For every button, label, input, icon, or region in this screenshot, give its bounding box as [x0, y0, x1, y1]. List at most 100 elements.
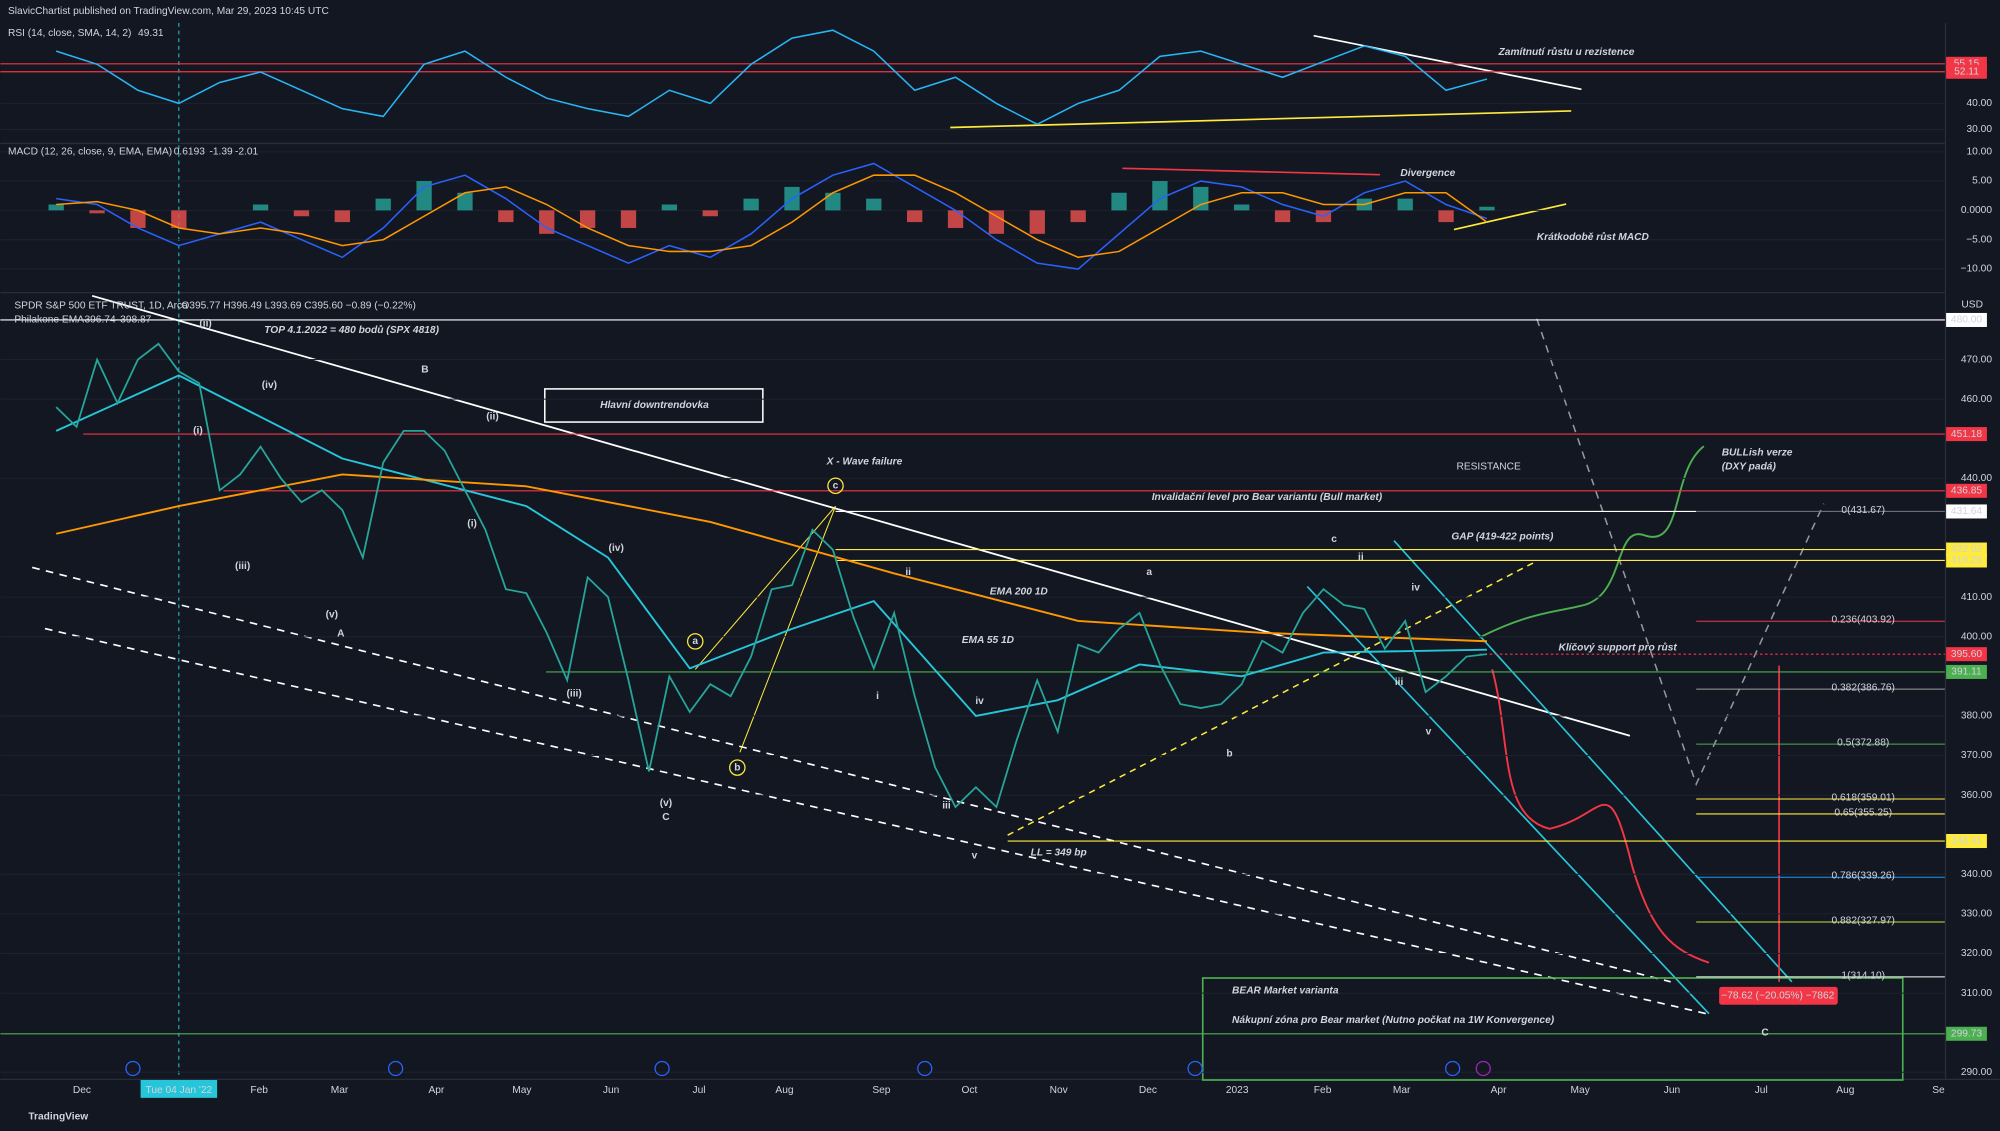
price-line	[55, 342, 1488, 809]
x-tick-label: Jul	[1755, 1085, 1768, 1096]
price-label-box	[1946, 542, 1987, 557]
ema-last: 398.87	[120, 315, 151, 326]
y-tick-label: 40.00	[1967, 98, 1993, 109]
price-label: 299.73	[1951, 1028, 1982, 1039]
wave-label: b	[734, 762, 740, 773]
y-tick-label: 320.00	[1961, 948, 1992, 959]
dividend-marker	[125, 1060, 141, 1077]
y-tick-label: 380.00	[1961, 711, 1992, 722]
currency: USD	[1961, 299, 1983, 310]
x-tick-label: Jun	[603, 1085, 619, 1096]
wave-circle	[686, 633, 704, 650]
annotation: TOP 4.1.2022 = 480 bodů (SPX 4818)	[264, 324, 439, 336]
y-tick-label: 290.00	[1961, 1067, 1992, 1078]
wave-label: C	[662, 812, 670, 823]
y-tick-label: 470.00	[1961, 354, 1992, 365]
price-title: SPDR S&P 500 ETF TRUST, 1D, Arca	[14, 301, 188, 312]
wave-label: b	[1226, 748, 1232, 759]
wave-label: c	[1331, 534, 1337, 545]
histogram-bar	[1234, 204, 1250, 211]
histogram-bar	[1274, 210, 1291, 223]
histogram-bar	[825, 192, 841, 211]
buy-zone	[1201, 977, 1904, 1081]
histogram-bar	[579, 210, 596, 228]
x-tick-label: Mar	[1393, 1085, 1411, 1096]
annotation: GAP (419-422 points)	[1451, 531, 1554, 542]
x-tick-label: Dec	[73, 1085, 91, 1096]
annotation: EMA 55 1D	[962, 635, 1015, 646]
date-marker: Tue 04 Jan '22	[145, 1085, 212, 1096]
price-label: 52.11	[1954, 66, 1979, 77]
fib-label: 0.236(403.92)	[1832, 615, 1895, 626]
x-tick-label: Aug	[1836, 1085, 1854, 1096]
projection	[1536, 318, 1825, 787]
histogram-bar	[416, 181, 432, 211]
y-tick-label: 370.00	[1961, 750, 1992, 761]
y-tick-label: 330.00	[1961, 909, 1992, 920]
price-label-box	[1946, 664, 1987, 679]
y-tick-label: 5.00	[1972, 176, 1992, 187]
wave-label: (iii)	[566, 688, 581, 699]
rsi-line	[55, 29, 1488, 126]
y-tick-label: 410.00	[1961, 592, 1992, 603]
main-downtrend	[91, 294, 1631, 737]
histogram-bar	[89, 210, 105, 214]
y-tick-label: 30.00	[1967, 124, 1993, 135]
histogram-bar	[375, 198, 391, 211]
wave-label: iv	[1411, 583, 1420, 594]
rsi-title: RSI (14, close, SMA, 14, 2)	[8, 28, 131, 39]
histogram-bar	[620, 210, 637, 228]
histogram-bar	[906, 210, 923, 223]
wave-circle	[827, 477, 844, 495]
dividend-marker	[654, 1060, 670, 1077]
support-line	[1007, 560, 1538, 836]
wave-label: a	[1146, 567, 1152, 578]
wave-label: c	[833, 480, 839, 491]
rsi-last: 49.31	[138, 28, 164, 39]
rsi-trend	[1313, 34, 1582, 91]
price-label-box	[1946, 1026, 1987, 1041]
wave-label: (v)	[660, 798, 672, 809]
wave-label: (ii)	[486, 412, 498, 423]
wave-label: ii	[905, 567, 911, 578]
wave-label: (iv)	[609, 543, 624, 554]
rsi-trend	[950, 110, 1572, 129]
histogram-bar	[702, 210, 718, 217]
y-tick-label: −10.00	[1961, 264, 1993, 275]
annotation: Divergence	[1400, 168, 1455, 179]
y-tick-label: 440.00	[1961, 473, 1992, 484]
wave-label: i	[876, 691, 879, 702]
price-label: 422.02	[1951, 544, 1982, 555]
drawings	[32, 34, 1904, 1081]
date-marker-box	[140, 1079, 218, 1098]
price-label: 55.15	[1954, 59, 1980, 70]
price-label: 391.11	[1951, 667, 1982, 678]
price-label-box	[1946, 427, 1987, 442]
channel-line	[44, 627, 1707, 1015]
signal-last: -2.01	[235, 146, 259, 157]
measure-box	[1719, 986, 1838, 1005]
fib-label: 0(431.67)	[1841, 505, 1885, 516]
x-tick-label: May	[512, 1085, 532, 1096]
y-tick-label: 0.0000	[1961, 205, 1992, 216]
signal-line	[56, 174, 1488, 259]
x-tick-label: May	[1571, 1085, 1591, 1096]
x-tick-label: 2023	[1226, 1085, 1249, 1096]
wave-label: iii	[1395, 677, 1404, 688]
annotation: Klíčový support pro růst	[1558, 641, 1677, 653]
price-label: 348.41	[1951, 836, 1982, 847]
x-tick-label: Nov	[1050, 1085, 1069, 1096]
macd-hist-last: 0.6193	[174, 146, 205, 157]
wave-label: (i)	[193, 426, 203, 437]
annotation: RESISTANCE	[1456, 461, 1521, 472]
annotation: Invalidační level pro Bear variantu (Bul…	[1152, 492, 1383, 503]
price-label-box	[1946, 483, 1987, 498]
price-label-box	[1946, 647, 1987, 662]
macd-trend	[1453, 203, 1567, 231]
histogram-bar	[171, 210, 187, 228]
wave-label: iv	[975, 696, 984, 707]
macd-line	[56, 162, 1488, 270]
dividend-marker	[1445, 1060, 1461, 1077]
